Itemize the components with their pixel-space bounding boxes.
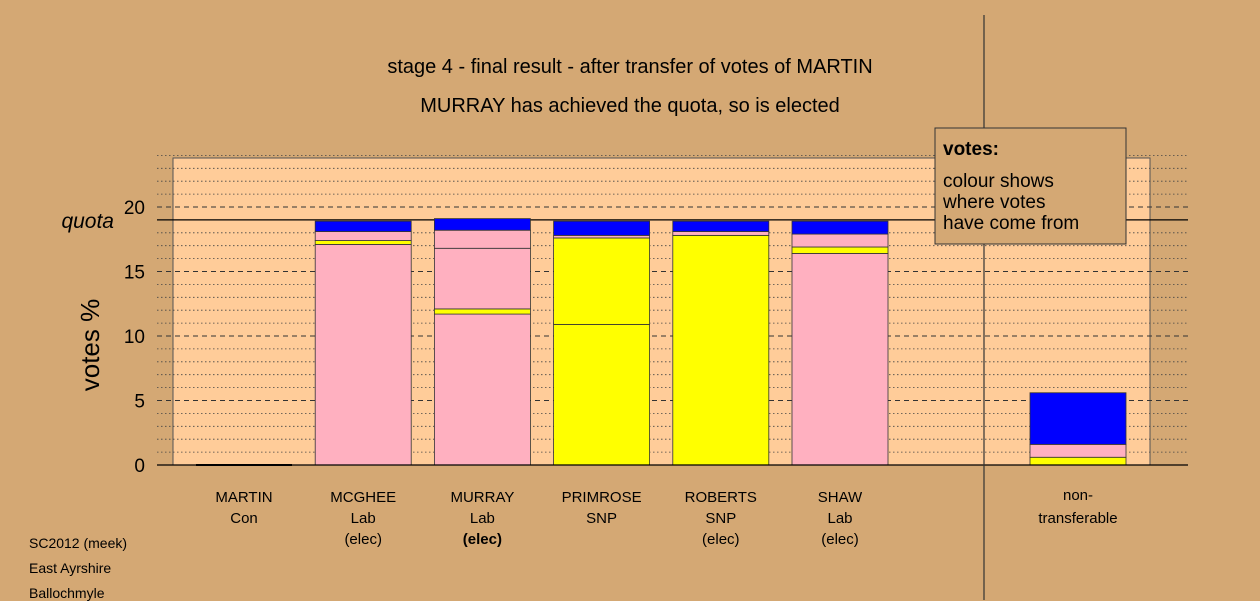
legend-title: votes:: [943, 139, 999, 160]
x-label-status: (elec): [463, 531, 502, 548]
bar-murray-segment-5: [433, 218, 531, 231]
bar-roberts-segment-3: [672, 220, 770, 232]
x-label-name: PRIMROSE: [562, 489, 642, 506]
bar-roberts-segment-2: [672, 231, 770, 236]
x-label-party: SNP: [586, 510, 617, 527]
bar-murray-segment-3: [433, 247, 531, 310]
bar-nontransferable-segment-3: [1029, 392, 1127, 445]
x-label-party: Lab: [827, 510, 852, 527]
x-label-name: MURRAY: [450, 489, 514, 506]
x-label-party: SNP: [705, 510, 736, 527]
bar-roberts-segment-1: [672, 234, 770, 466]
bar-murray-segment-4: [433, 229, 531, 249]
x-label-status: (elec): [821, 531, 859, 548]
x-label-nontransferable-2: transferable: [1038, 510, 1117, 527]
bar-mcghee-segment-3: [314, 231, 412, 241]
y-tick-label: 0: [134, 456, 145, 477]
bar-primrose-segment-4: [553, 220, 650, 236]
bar-primrose-segment-2: [553, 237, 650, 325]
y-tick-label: 20: [124, 198, 145, 219]
y-axis-label: votes %: [75, 299, 105, 392]
source-label-2: East Ayrshire: [29, 560, 112, 576]
legend-box: [934, 127, 1127, 245]
x-label-name: ROBERTS: [685, 489, 757, 506]
y-tick-label: 5: [134, 392, 145, 413]
x-label-party: Lab: [470, 510, 495, 527]
chart-subtitle: MURRAY has achieved the quota, so is ele…: [420, 95, 840, 117]
bar-mcghee-segment-1: [314, 244, 412, 466]
bar-shaw-segment-2: [791, 246, 889, 254]
x-label-status: (elec): [344, 531, 382, 548]
legend-text: where votes: [942, 192, 1045, 213]
y-tick-label: 15: [124, 263, 145, 284]
bar-primrose-segment-1: [553, 323, 650, 466]
bar-mcghee-segment-4: [314, 220, 412, 232]
chart-title: stage 4 - final result - after transfer …: [387, 56, 873, 78]
bar-murray-segment-1: [433, 313, 531, 466]
x-label-nontransferable-1: non-: [1063, 487, 1093, 504]
legend-text: colour shows: [943, 171, 1054, 192]
bar-murray-segment-2: [433, 308, 531, 315]
y-tick-label: 10: [124, 327, 145, 348]
legend-text: have come from: [943, 213, 1079, 234]
bar-shaw-segment-3: [791, 233, 889, 248]
x-label-name: SHAW: [818, 489, 863, 506]
bar-mcghee-segment-2: [314, 240, 412, 245]
x-label-party: Con: [230, 510, 258, 527]
bar-nontransferable-segment-1: [1029, 456, 1127, 466]
x-label-name: MCGHEE: [330, 489, 396, 506]
bar-shaw-segment-4: [791, 220, 889, 235]
source-label-3: Ballochmyle: [29, 585, 105, 601]
x-label-party: Lab: [351, 510, 376, 527]
x-label-status: (elec): [702, 531, 740, 548]
x-label-name: MARTIN: [215, 489, 272, 506]
quota-label: quota: [61, 210, 114, 233]
bar-nontransferable-segment-2: [1029, 443, 1127, 458]
source-label-1: SC2012 (meek): [29, 535, 128, 551]
bar-shaw-segment-1: [791, 253, 889, 466]
